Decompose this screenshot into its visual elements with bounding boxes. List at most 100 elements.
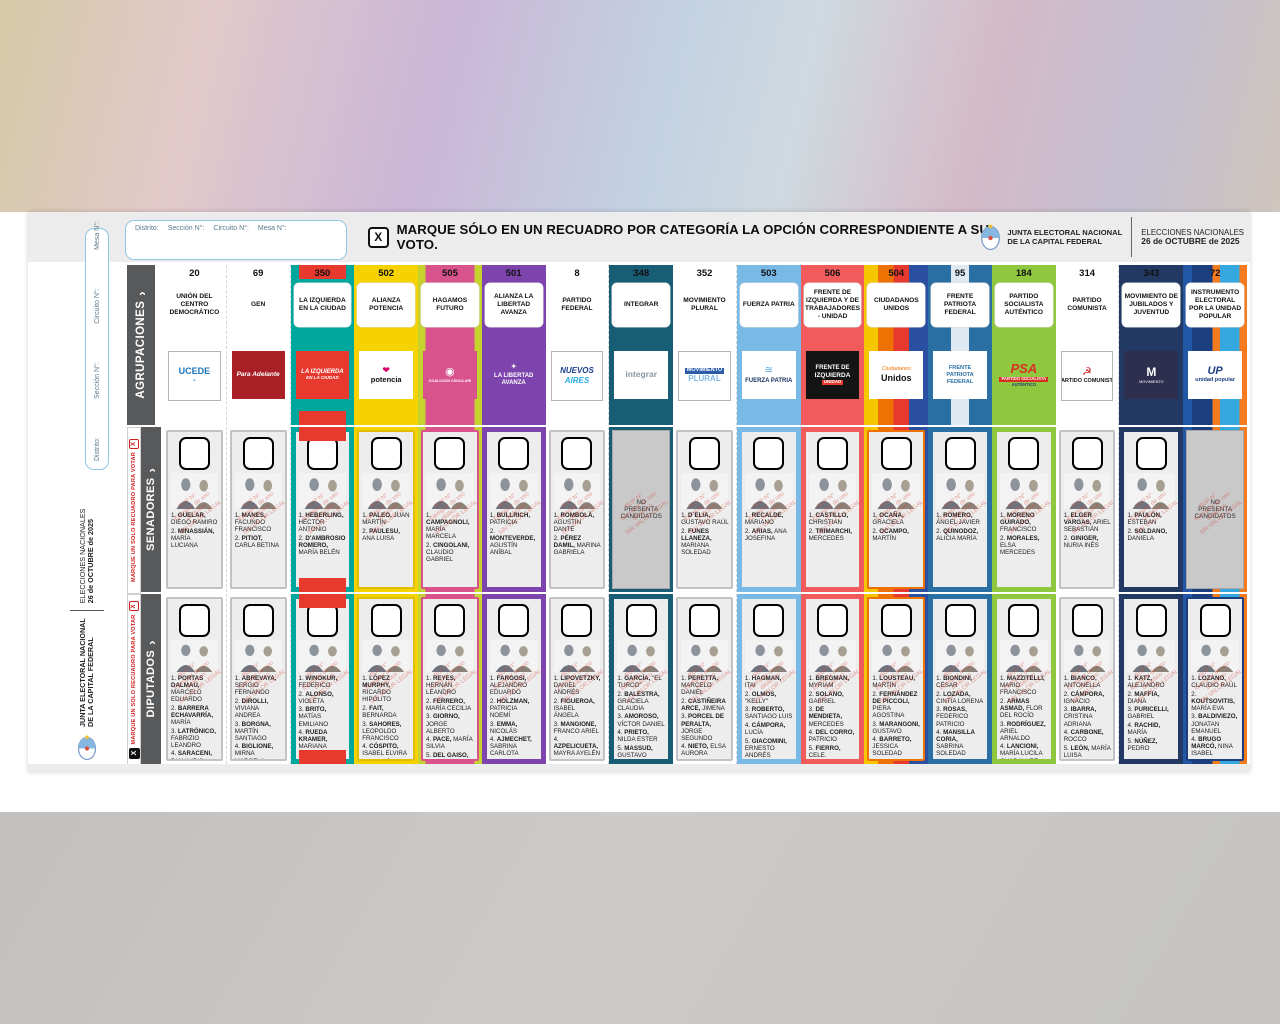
vote-checkbox-senators-95[interactable] (944, 437, 976, 470)
candidates-list: 1. LÓPEZ MURPHY, RICARDO HIPÓLITO 2. FAIT… (359, 672, 413, 761)
candidate-item: 1. LIPOVETZKY, DANIEL ANDRÉS (553, 675, 601, 697)
party-logo-text: MOVIMIENTO (1139, 379, 1164, 384)
party-number: 505 (442, 268, 458, 279)
deputies-cell-20: 1. PORTAS DALMAU, MARCELO EDUARDO 2. BARR… (163, 594, 227, 764)
candidate-item: 1. D´ELIA, GUSTAVO RAÚL (681, 512, 729, 527)
candidates-photo-box (553, 473, 601, 509)
vote-checkbox-senators-502[interactable] (370, 437, 402, 470)
deputies-card: 1. LOZANO, CLAUDIO RAÚL 2. KOUTSOVITIS, M… (1186, 597, 1244, 761)
vote-checkbox-senators-506[interactable] (817, 437, 849, 470)
sidebar-org-block: JUNTA ELECTORAL NACIONAL DE LA CAPITAL FE… (64, 470, 110, 762)
candidate-item: 5. NÚÑEZ, PEDRO (1127, 737, 1158, 752)
candidates-list: 1. REYES, HERNÁN LEANDRO 2. FERRERO, MARÍ… (423, 672, 477, 759)
vote-checkbox-deputies-352[interactable] (688, 604, 720, 637)
chevron-right-icon: › (143, 640, 159, 645)
candidates-photo (298, 473, 347, 509)
senators-cell-352: 1. D´ELIA, GUSTAVO RAÚL 2. FUNES LLANEZA,… (673, 427, 737, 592)
party-column-header-352: 352 MOVIMIENTO PLURAL MOVIMIENTO PLURAL (673, 265, 737, 425)
party-logo-text: IZQUIERDA (814, 372, 851, 380)
senadores-row: 1. GUELAR, DIEGO RAMIRO 2. MINASSIÁN, MAR… (163, 427, 1247, 592)
candidate-item: 2. ARIAS, ANA JOSEFINA (744, 527, 787, 542)
candidates-photo (872, 473, 921, 509)
candidate-item: 1. BIONDINI, CÉSAR (936, 675, 973, 690)
vote-checkbox-deputies-184[interactable] (1008, 604, 1040, 637)
party-logo-text: integrar (625, 369, 658, 380)
vote-checkbox-deputies-314[interactable] (1071, 604, 1103, 637)
candidate-item: 5. BERGEL, PABLO (1191, 759, 1240, 761)
vote-checkbox-senators-504[interactable] (880, 437, 912, 470)
party-logo-text: EN LA CIUDAD (306, 375, 339, 381)
candidates-photo (1063, 473, 1111, 509)
party-logo-text: FUERZA PATRIA (745, 377, 793, 384)
vote-checkbox-deputies-505[interactable] (434, 604, 466, 637)
party-name: MOVIMIENTO DE JUBILADOS Y JUVENTUD (1122, 283, 1181, 327)
vote-checkbox-senators-503[interactable] (753, 437, 785, 470)
vote-checkbox-deputies-501[interactable] (498, 604, 530, 637)
candidates-photo-box (936, 473, 984, 509)
candidates-list: 1. BIONDINI, CÉSAR 2. LOZADA, CINTIA LORE… (933, 672, 987, 759)
vote-checkbox-deputies-502[interactable] (370, 604, 402, 637)
vote-checkbox-deputies-506[interactable] (817, 604, 849, 637)
senators-cell-314: 1. ELGER VARGAS, ARIEL SEBASTIÁN 2. GINIG… (1055, 427, 1120, 592)
party-logo-text: LA IZQUIERDA (301, 368, 344, 375)
candidates-list: 1. ABREVAYA, SERGIO FERNANDO 2. DIROLLI, … (232, 672, 285, 759)
vote-checkbox-deputies-20[interactable] (178, 604, 210, 637)
candidates-photo-box (808, 473, 857, 509)
party-color-band (298, 578, 346, 592)
no-candidates-note: NO PRESENTA CANDIDATOS BUP N° Ejemplar de… (1186, 430, 1244, 589)
party-number: 20 (189, 268, 200, 279)
senators-cell-503: 1. RECALDE, MARIANO 2. ARIAS, ANA JOSEFIN… (736, 427, 801, 592)
vote-checkbox-deputies-504[interactable] (880, 604, 912, 637)
candidate-item: 1. REYES, HERNÁN LEANDRO (426, 675, 456, 697)
party-number: 72 (1209, 268, 1221, 279)
party-logo: PSA PARTIDO SOCIALISTA AUTÉNTICO (997, 351, 1051, 399)
field-label-circuito: Circuito N°: (213, 225, 249, 232)
vote-checkbox-deputies-350[interactable] (306, 604, 338, 637)
candidate-item: 5. DEL GAISO, JUAN FACUNDO (426, 751, 469, 759)
candidates-photo (936, 640, 984, 672)
vote-checkbox-senators-69[interactable] (242, 437, 274, 470)
vote-checkbox-senators-501[interactable] (498, 437, 530, 470)
vote-checkbox-senators-184[interactable] (1008, 437, 1040, 470)
vote-checkbox-senators-505[interactable] (434, 437, 466, 470)
candidate-item: 5. RODRÍGUEZ, CARLOS ALFREDO (362, 759, 411, 761)
header-divider (1131, 217, 1133, 257)
party-logo: MOVIMIENTO PLURAL (678, 351, 731, 401)
deputies-cell-95: 1. BIONDINI, CÉSAR 2. LOZADA, CINTIA LORE… (928, 594, 992, 764)
vote-checkbox-deputies-95[interactable] (944, 604, 976, 637)
vote-checkbox-deputies-69[interactable] (242, 604, 274, 637)
candidate-item: 1. GUELAR, DIEGO RAMIRO (171, 512, 218, 527)
vote-checkbox-senators-314[interactable] (1071, 437, 1103, 470)
candidate-item: 4. NIETO, ELSA AURORA (681, 743, 726, 758)
candidates-photo-box (808, 640, 857, 672)
party-logo: FRENTE PATRIOTA FEDERAL (933, 351, 987, 399)
candidates-photo-box (553, 640, 601, 672)
candidate-item: 1. MORENO GUIRADO, FRANCISCO (999, 512, 1037, 534)
vote-checkbox-deputies-8[interactable] (561, 604, 593, 637)
party-column-header-506: 506 FRENTE DE IZQUIERDA Y DE TRABAJADORES… (800, 265, 865, 425)
candidates-list: 1. ROMERO, ÁNGEL JAVIER 2. QUINODOZ, ALIC… (933, 509, 987, 542)
vote-checkbox-deputies-503[interactable] (753, 604, 785, 637)
vote-checkbox-senators-20[interactable] (178, 437, 210, 470)
party-logo-text: ☭ (1082, 365, 1093, 378)
party-column-header-72: 72 INSTRUMENTO ELECTORAL POR LA UNIDAD PO… (1183, 265, 1247, 425)
deputies-card: 1. REYES, HERNÁN LEANDRO 2. FERRERO, MARÍ… (421, 597, 479, 761)
vote-checkbox-deputies-348[interactable] (625, 604, 657, 637)
sidebar-field-label-1: Sección N°: (93, 362, 101, 399)
vote-checkbox-senators-8[interactable] (561, 437, 593, 470)
candidate-item: 5. CORTINA, ROY (872, 759, 921, 761)
vote-checkbox-deputies-72[interactable] (1199, 604, 1231, 637)
vote-checkbox-senators-343[interactable] (1135, 437, 1167, 470)
candidates-photo-box (681, 473, 728, 509)
vote-checkbox-senators-352[interactable] (688, 437, 720, 470)
party-number: 352 (696, 268, 713, 279)
vote-checkbox-deputies-343[interactable] (1135, 604, 1167, 637)
vote-checkbox-senators-350[interactable] (306, 437, 338, 470)
senators-cell-501: 1. BULLRICH, PATRICIA 2. MONTEVERDE, AGUS… (481, 427, 546, 592)
candidates-photo (489, 640, 538, 672)
candidate-item: 1. LOUSTEAU, MARTÍN (872, 675, 916, 690)
candidates-list: 1. BULLRICH, PATRICIA 2. MONTEVERDE, AGUS… (487, 509, 541, 556)
candidate-item: 1. HAGMAN, ITAI (744, 675, 782, 690)
candidate-item: 4. MANSILLA CORIA, SABRINA SOLEDAD (936, 729, 975, 758)
candidates-list: 1. ROMBOLÁ, AGUSTÍN DANTE 2. PÉREZ DAMIL,… (551, 509, 604, 556)
